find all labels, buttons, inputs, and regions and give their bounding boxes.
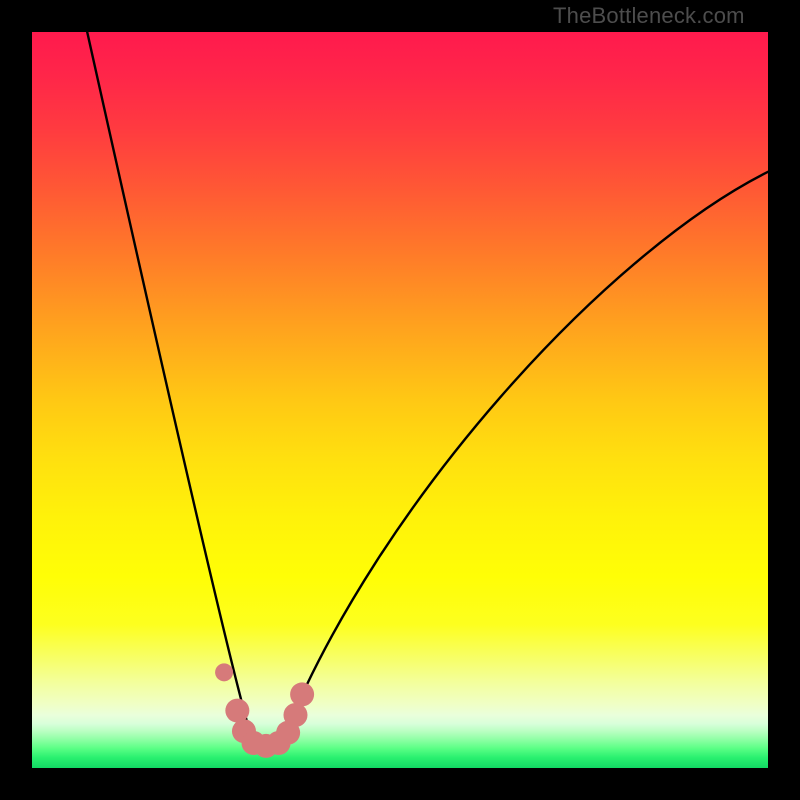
necklace-dot	[215, 663, 233, 681]
necklace-dot	[283, 703, 307, 727]
watermark-text: TheBottleneck.com	[553, 3, 745, 29]
necklace-dot	[225, 699, 249, 723]
bottleneck-curve	[87, 32, 768, 745]
plot-area	[32, 32, 768, 768]
necklace-dot	[290, 682, 314, 706]
curves-svg	[32, 32, 768, 768]
